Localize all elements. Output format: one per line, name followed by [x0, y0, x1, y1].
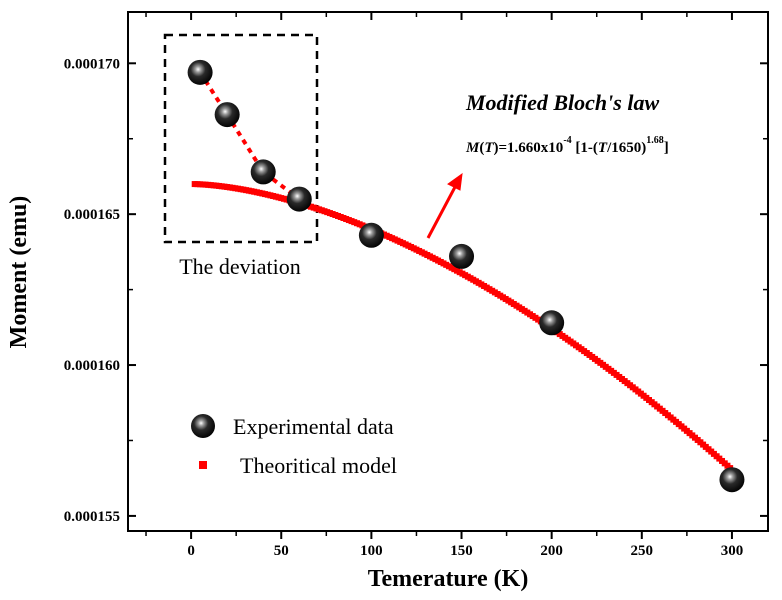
- data-point: [286, 186, 312, 212]
- y-tick-label: 0.000160: [64, 358, 120, 374]
- x-tick-label: 50: [274, 543, 289, 559]
- experimental-points: [187, 59, 745, 493]
- data-point: [187, 59, 213, 85]
- x-axis-title: Temerature (K): [368, 566, 529, 592]
- eq-bracket: [1-(: [572, 140, 598, 156]
- data-point: [214, 102, 240, 128]
- y-axis-title: Moment (emu): [6, 196, 32, 349]
- deviation-polyline: [198, 71, 301, 201]
- deviation-line: [198, 71, 301, 201]
- legend-label-experimental: Experimental data: [233, 414, 394, 439]
- data-point: [449, 243, 475, 269]
- x-tick-label: 250: [631, 543, 654, 559]
- eq-m: M: [465, 140, 480, 156]
- legend-label-model: Theoritical model: [240, 453, 397, 478]
- eq-middle: )=1.660x10: [494, 140, 564, 156]
- x-tick-label: 300: [721, 543, 744, 559]
- legend-marker-experimental: [191, 414, 215, 438]
- eq-t2: T: [598, 140, 608, 156]
- data-point: [358, 222, 384, 248]
- eq-exp2: 1.68: [646, 135, 664, 146]
- x-axis: 0 50 100 150 200 250 300: [145, 12, 744, 559]
- eq-close: /1650): [606, 140, 646, 156]
- x-tick-label: 0: [187, 543, 195, 559]
- legend-marker-model: [199, 461, 207, 469]
- y-tick-label: 0.000170: [64, 56, 120, 72]
- model-title: Modified Bloch's law: [465, 90, 659, 115]
- model-line: [191, 181, 734, 472]
- legend: Experimental data Theoritical model: [191, 414, 397, 478]
- y-tick-label: 0.000155: [64, 509, 120, 525]
- data-point: [539, 310, 565, 336]
- eq-exp1: -4: [563, 135, 571, 146]
- annotation-arrow: [426, 172, 463, 239]
- deviation-box: [163, 33, 319, 244]
- x-tick-label: 200: [540, 543, 563, 559]
- eq-end: ]: [664, 140, 669, 156]
- y-tick-label: 0.000165: [64, 207, 120, 223]
- eq-t: T: [484, 140, 494, 156]
- y-axis: 0.000155 0.000160 0.000165 0.000170: [64, 56, 768, 525]
- model-equation: M(T)=1.660x10-4 [1-(T/1650)1.68]: [465, 135, 669, 156]
- x-tick-label: 100: [360, 543, 383, 559]
- x-tick-label: 150: [450, 543, 473, 559]
- data-point: [719, 467, 745, 493]
- plot-frame: [127, 11, 769, 532]
- eq-open: (: [479, 140, 484, 156]
- data-point: [250, 159, 276, 185]
- deviation-label: The deviation: [179, 254, 301, 279]
